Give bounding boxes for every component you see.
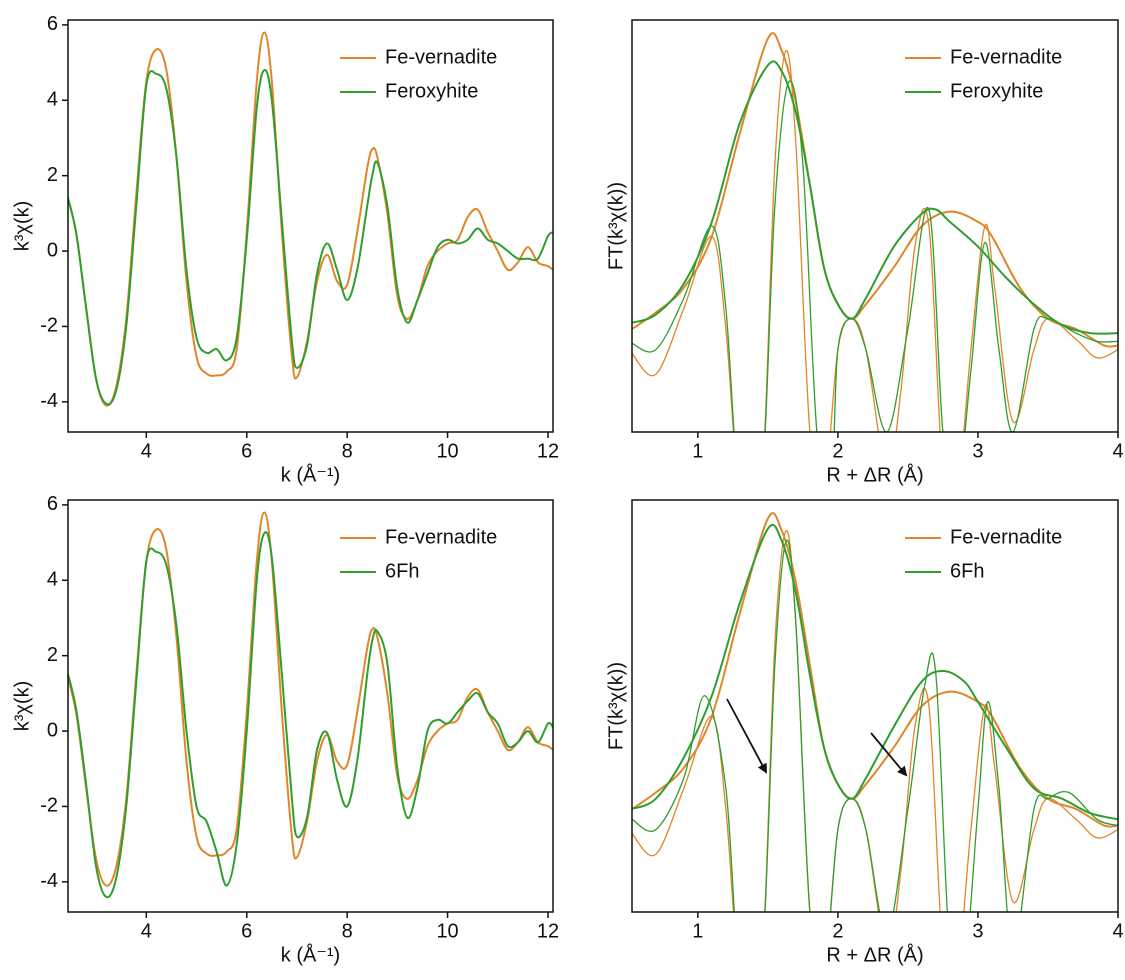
legend-label: Fe-vernadite — [385, 46, 497, 68]
y-axis-label: k³χ(k) — [11, 681, 33, 731]
y-tick-label: 0 — [47, 719, 58, 741]
x-tick-label: 8 — [342, 440, 353, 462]
real-part-line — [632, 50, 1118, 432]
x-axis-label: R + ΔR (Å) — [826, 463, 923, 486]
x-tick-label: 2 — [832, 920, 843, 942]
x-tick-label: 4 — [141, 440, 152, 462]
x-tick-label: 12 — [537, 920, 559, 942]
y-tick-label: 2 — [47, 644, 58, 666]
y-tick-label: 0 — [47, 239, 58, 261]
series-line — [68, 531, 553, 899]
x-tick-label: 4 — [1112, 440, 1123, 462]
x-axis-label: k (Å⁻¹) — [281, 463, 340, 486]
series-line — [68, 511, 553, 887]
x-tick-label: 3 — [972, 440, 983, 462]
arrow — [726, 698, 767, 774]
legend-label: Feroxyhite — [950, 80, 1043, 102]
axes-frame — [67, 499, 554, 913]
axes-frame — [67, 19, 554, 433]
y-tick-label: -2 — [40, 795, 58, 817]
real-part-line — [632, 80, 1118, 432]
series-line — [632, 32, 1118, 348]
series-line — [632, 523, 1118, 821]
legend-label: 6Fh — [950, 560, 984, 582]
y-axis-label: FT(k³χ(k)) — [605, 662, 627, 750]
x-tick-label: 6 — [241, 440, 252, 462]
x-tick-label: 12 — [537, 440, 559, 462]
series-line — [68, 31, 553, 407]
y-tick-label: -4 — [40, 390, 58, 412]
plot-area — [68, 31, 553, 407]
x-tick-label: 3 — [972, 920, 983, 942]
x-tick-label: 4 — [141, 920, 152, 942]
y-tick-label: 6 — [47, 493, 58, 515]
legend-label: Fe-vernadite — [950, 526, 1062, 548]
x-tick-label: 10 — [436, 920, 458, 942]
x-tick-label: 1 — [692, 920, 703, 942]
y-tick-label: -2 — [40, 315, 58, 337]
arrow — [870, 732, 908, 777]
legend-label: Fe-vernadite — [950, 46, 1062, 68]
series-line — [68, 69, 553, 406]
real-part-line — [632, 539, 1118, 912]
y-axis-label: FT(k³χ(k)) — [605, 182, 627, 270]
x-tick-label: 2 — [832, 440, 843, 462]
legend-label: Fe-vernadite — [385, 526, 497, 548]
plot-area — [632, 512, 1118, 912]
axes-frame — [631, 499, 1119, 913]
y-tick-label: 2 — [47, 164, 58, 186]
x-tick-label: 4 — [1112, 920, 1123, 942]
y-tick-label: -4 — [40, 870, 58, 892]
x-tick-label: 8 — [342, 920, 353, 942]
y-tick-label: 6 — [47, 13, 58, 35]
x-tick-label: 1 — [692, 440, 703, 462]
y-tick-label: 4 — [47, 89, 58, 111]
y-tick-label: 4 — [47, 569, 58, 591]
plot-area — [68, 511, 553, 899]
series-line — [632, 60, 1118, 335]
plot-area — [632, 32, 1118, 432]
axes-frame — [631, 19, 1119, 433]
series-line — [632, 512, 1118, 828]
legend-label: Feroxyhite — [385, 80, 478, 102]
x-axis-label: k (Å⁻¹) — [281, 943, 340, 966]
x-tick-label: 10 — [436, 440, 458, 462]
real-part-line — [632, 530, 1118, 912]
y-axis-label: k³χ(k) — [11, 201, 33, 251]
x-tick-label: 6 — [241, 920, 252, 942]
legend-label: 6Fh — [385, 560, 419, 582]
x-axis-label: R + ΔR (Å) — [826, 943, 923, 966]
